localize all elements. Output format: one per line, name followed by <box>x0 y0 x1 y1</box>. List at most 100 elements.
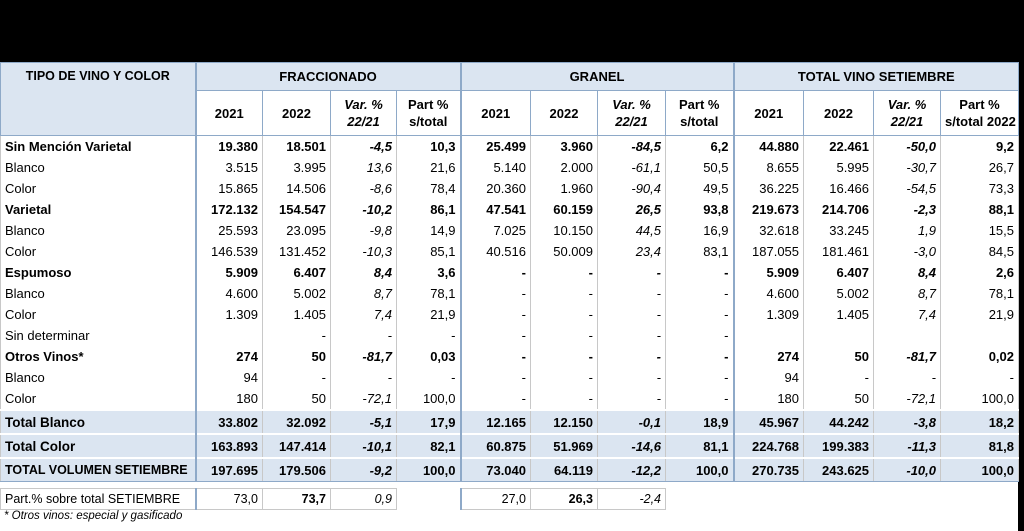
cell: 16.466 <box>803 178 875 199</box>
cell: - <box>262 325 331 346</box>
cell: 181.461 <box>803 241 875 262</box>
cell: - <box>940 367 1020 388</box>
cell: 8,7 <box>873 283 942 304</box>
cell: 8,4 <box>330 262 397 283</box>
header-line: 22/21 <box>890 114 924 129</box>
header-line: 2022 <box>282 105 311 121</box>
cell: 12.165 <box>459 409 531 435</box>
cell: 18,9 <box>664 409 735 435</box>
total-row: Total Blanco 33.802 32.092 -5,1 17,9 12.165 12… <box>0 409 1020 435</box>
cell: 33.802 <box>194 409 263 435</box>
row-label-header: TIPO DE VINO Y COLOR <box>0 62 196 136</box>
cell: 1.309 <box>732 304 805 325</box>
cell: -61,1 <box>597 157 666 178</box>
row-label: Otros Vinos* <box>0 346 196 367</box>
cell: 83,1 <box>664 241 735 262</box>
row-label: Blanco <box>0 367 196 388</box>
cell: 2.000 <box>530 157 598 178</box>
cell: 88,1 <box>940 199 1020 220</box>
cell: - <box>530 325 598 346</box>
cell: 243.625 <box>803 457 875 482</box>
cell: 4.600 <box>194 283 263 304</box>
cell: 0,03 <box>396 346 461 367</box>
cell: 49,5 <box>664 178 735 199</box>
cell: 81,1 <box>664 433 735 459</box>
cell: 146.539 <box>194 241 263 262</box>
row-label: Color <box>0 304 196 325</box>
cell: 147.414 <box>262 433 331 459</box>
cell: 7,4 <box>873 304 942 325</box>
data-row: Varietal 172.132 154.547 -10,2 86,1 47.541 60.… <box>0 199 1020 220</box>
row-label: Sin determinar <box>0 325 196 346</box>
cell: 82,1 <box>396 433 461 459</box>
cell: 6,2 <box>664 135 735 157</box>
data-row: Blanco 3.515 3.995 13,6 21,6 5.140 2.000 -61,1 5… <box>0 157 1020 178</box>
cell: 23.095 <box>262 220 331 241</box>
cell: 25.593 <box>194 220 263 241</box>
row-label: Espumoso <box>0 262 196 283</box>
row-label: Total Color <box>0 433 196 459</box>
cell: -90,4 <box>597 178 666 199</box>
group-header: FRACCIONADO <box>194 62 461 91</box>
cell: 21,9 <box>396 304 461 325</box>
data-row: Sin Mención Varietal 19.380 18.501 -4,5 10,3… <box>0 135 1020 157</box>
column-header: Part % s/total <box>396 90 461 136</box>
cell: 8.655 <box>732 157 805 178</box>
cell: - <box>530 283 598 304</box>
cell: 78,1 <box>940 283 1020 304</box>
data-row: Color 180 50 -72,1 100,0- - - -180 50 -72,1 100,0 <box>0 388 1020 410</box>
cell: 5.909 <box>732 262 805 283</box>
cell: 84,5 <box>940 241 1020 262</box>
data-row: Blanco 25.593 23.095 -9,8 14,9 7.025 10.150 44,… <box>0 220 1020 241</box>
cell: 45.967 <box>732 409 805 435</box>
header-row: 2021 2022 Var. % 22/21 Part % s/total 2021 2022… <box>1 90 1020 136</box>
cell: - <box>664 325 735 346</box>
header-line: Part % <box>679 97 720 112</box>
cell: 199.383 <box>803 433 875 459</box>
cell: -10,1 <box>330 433 397 459</box>
column-header: 2022 <box>530 90 598 136</box>
cell: 44.242 <box>803 409 875 435</box>
cell: 172.132 <box>194 199 263 220</box>
cell: 131.452 <box>262 241 331 262</box>
cell: - <box>664 388 735 410</box>
cell: 1.309 <box>194 304 263 325</box>
cell: - <box>396 367 461 388</box>
cell: 78,1 <box>396 283 461 304</box>
cell: 5.140 <box>459 157 531 178</box>
row-label: TOTAL VOLUMEN SETIEMBRE <box>0 457 196 482</box>
wine-table: TIPO DE VINO Y COLOR FRACCIONADO GRANEL TOT… <box>0 62 1020 510</box>
header-line: s/total <box>409 114 448 129</box>
cell: - <box>530 346 598 367</box>
cell: 22.461 <box>803 135 875 157</box>
cell: - <box>803 367 875 388</box>
cell: 7,4 <box>330 304 397 325</box>
cell <box>803 325 875 346</box>
cell: 154.547 <box>262 199 331 220</box>
cell: 94 <box>194 367 263 388</box>
cell: 50 <box>803 388 875 410</box>
cell: 20.360 <box>459 178 531 199</box>
cell: 3.515 <box>194 157 263 178</box>
column-header: Var. % 22/21 <box>597 90 666 136</box>
cell: -12,2 <box>597 457 666 482</box>
total-row: TOTAL VOLUMEN SETIEMBRE 197.695 179.506 -9,… <box>0 457 1020 482</box>
cell: - <box>597 388 666 410</box>
column-header: 2022 <box>262 90 331 136</box>
data-row: Otros Vinos* 274 50 -81,7 0,03- - - -274 50 -81,7… <box>0 346 1020 367</box>
cell: - <box>330 325 397 346</box>
cell <box>873 325 942 346</box>
cell: -3,8 <box>873 409 942 435</box>
cell: 60.875 <box>459 433 531 459</box>
cell: 274 <box>732 346 805 367</box>
cell: 12.150 <box>530 409 598 435</box>
row-label: Total Blanco <box>0 409 196 435</box>
cell: - <box>459 304 531 325</box>
cell: 7.025 <box>459 220 531 241</box>
cell: 73.040 <box>459 457 531 482</box>
cell: -9,2 <box>330 457 397 482</box>
cell: - <box>396 325 461 346</box>
cell: 100,0 <box>664 457 735 482</box>
cell: - <box>459 283 531 304</box>
